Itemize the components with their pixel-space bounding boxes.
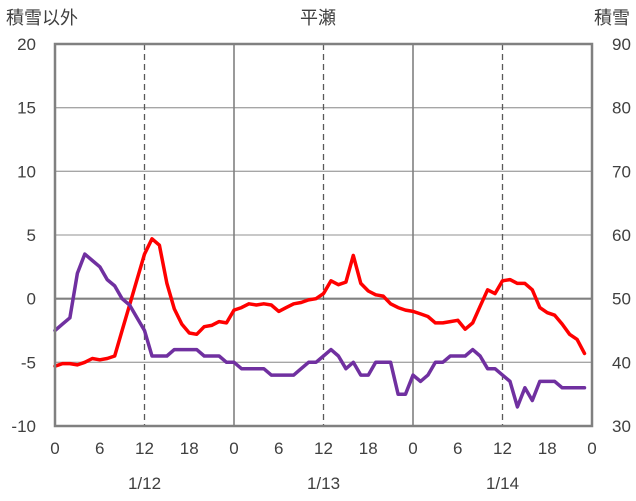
right-y-tick-label: 90 xyxy=(612,35,631,54)
left-y-tick-label: -10 xyxy=(11,417,36,436)
x-tick-label: 18 xyxy=(180,439,199,458)
x-tick-label: 0 xyxy=(229,439,238,458)
x-tick-label: 0 xyxy=(50,439,59,458)
left-y-tick-label: 10 xyxy=(17,162,36,181)
left-y-tick-label: 15 xyxy=(17,99,36,118)
right-axis-title: 積雪 xyxy=(594,8,630,28)
left-y-tick-label: 20 xyxy=(17,35,36,54)
plot-frame xyxy=(53,42,594,428)
x-tick-label: 18 xyxy=(359,439,378,458)
x-tick-label: 0 xyxy=(408,439,417,458)
series-line-1 xyxy=(53,237,587,368)
x-tick-label: 6 xyxy=(95,439,104,458)
right-y-tick-label: 30 xyxy=(612,417,631,436)
x-tick-label: 18 xyxy=(538,439,557,458)
x-tick-label: 6 xyxy=(453,439,462,458)
right-y-tick-label: 80 xyxy=(612,99,631,118)
date-label: 1/12 xyxy=(128,474,161,493)
grid-lines xyxy=(55,44,592,426)
chart-title: 平瀬 xyxy=(300,8,336,28)
series-line-2 xyxy=(53,252,587,409)
right-y-tick-label: 50 xyxy=(612,290,631,309)
series-lines xyxy=(53,237,587,409)
right-y-tick-label: 70 xyxy=(612,162,631,181)
left-y-tick-label: 0 xyxy=(27,290,36,309)
left-y-tick-label: -5 xyxy=(21,353,36,372)
date-label: 1/14 xyxy=(486,474,519,493)
left-axis-title: 積雪以外 xyxy=(6,8,78,28)
date-label: 1/13 xyxy=(307,474,340,493)
right-y-tick-label: 60 xyxy=(612,226,631,245)
x-tick-label: 6 xyxy=(274,439,283,458)
right-y-tick-label: 40 xyxy=(612,353,631,372)
x-tick-label: 12 xyxy=(314,439,333,458)
x-tick-label: 0 xyxy=(587,439,596,458)
x-tick-label: 12 xyxy=(493,439,512,458)
left-y-tick-label: 5 xyxy=(27,226,36,245)
x-tick-label: 12 xyxy=(135,439,154,458)
